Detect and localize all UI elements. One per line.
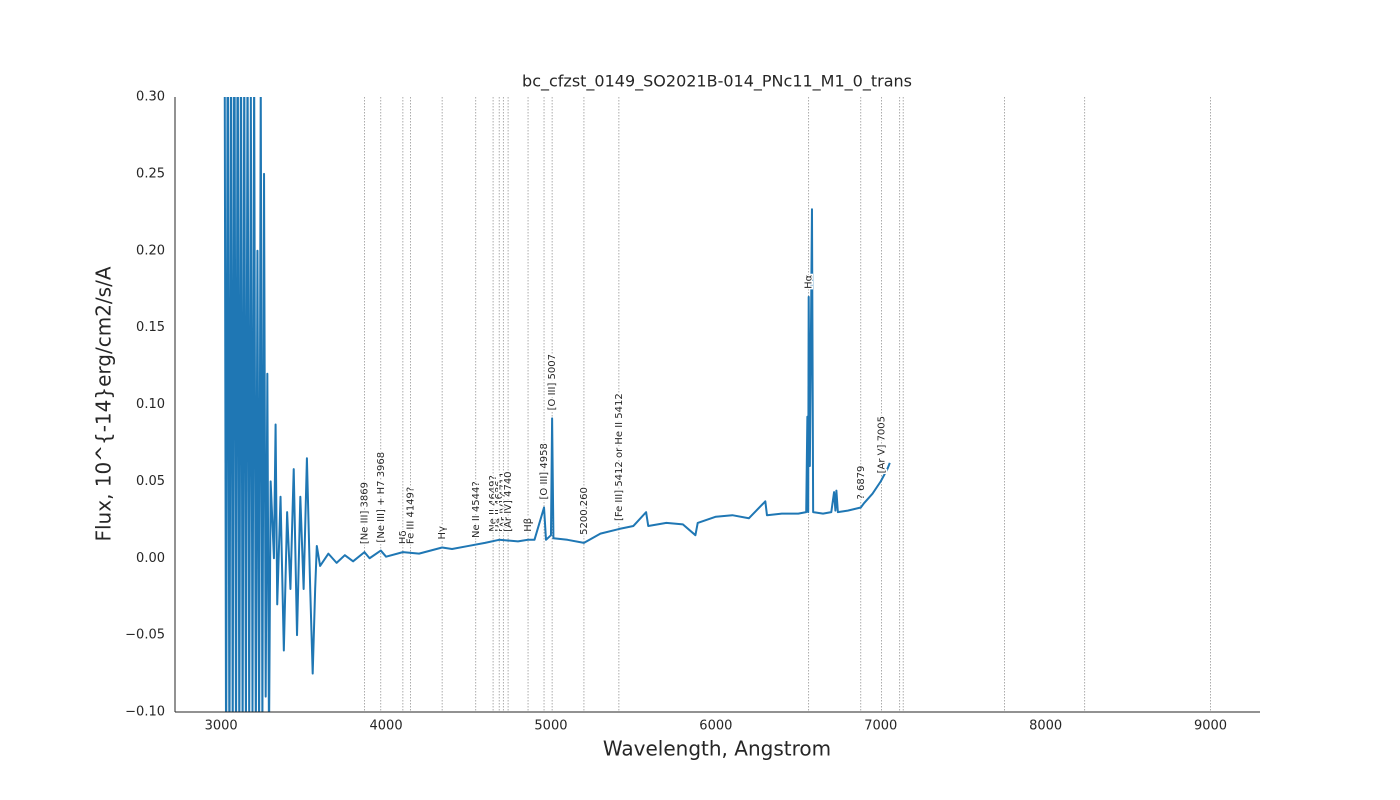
line-label: Ne II 4544? [471, 481, 482, 538]
line-label: Hα [804, 274, 815, 289]
y-tick-label: −0.10 [125, 705, 165, 720]
line-label: [O III] 4958 [539, 443, 550, 499]
line-label: Fe III 4149? [406, 487, 417, 544]
y-axis-label: Flux, 10^{-14}erg/cm2/s/A [92, 266, 116, 541]
y-tick-label: 0.20 [136, 243, 165, 258]
line-label: [Ar IV] 4711 [498, 471, 509, 531]
line-label: [Ne III] 3869 [359, 482, 370, 544]
plot-area [223, 97, 891, 712]
line-label: Hβ [523, 518, 534, 532]
line-label: ? 6879 [856, 466, 867, 500]
line-label: Hδ [398, 530, 409, 544]
chart-title: bc_cfzst_0149_SO2021B-014_PNc11_M1_0_tra… [522, 72, 912, 92]
y-tick-label: 0.30 [136, 90, 165, 105]
y-tick-label: −0.05 [125, 628, 165, 643]
line-label: Ne II 4649? [488, 475, 499, 532]
line-label: [O III] 5007 [547, 354, 558, 410]
y-tick-label: 0.05 [136, 474, 165, 489]
line-label: He II 4686 [494, 480, 505, 531]
line-label: Hγ [437, 526, 448, 540]
x-tick-label: 9000 [1194, 719, 1227, 734]
x-tick-label: 5000 [534, 719, 567, 734]
spectrum-line [223, 97, 891, 712]
y-tick-label: 0.10 [136, 397, 165, 412]
x-tick-label: 8000 [1029, 719, 1062, 734]
line-label: [Ar IV] 4740 [503, 471, 514, 531]
x-tick-label: 4000 [370, 719, 403, 734]
line-label: [Fe III] 5412 or He II 5412 [614, 393, 625, 521]
x-tick-label: 3000 [205, 719, 238, 734]
line-label: [Ar V] 7005 [877, 416, 888, 473]
line-label: [Ne III] + H7 3968 [376, 452, 387, 543]
y-tick-label: 0.00 [136, 551, 165, 566]
reference-lines [364, 97, 1211, 712]
y-tick-label: 0.25 [136, 166, 165, 181]
x-tick-label: 7000 [864, 719, 897, 734]
x-axis-label: Wavelength, Angstrom [603, 737, 831, 761]
x-tick-label: 6000 [699, 719, 732, 734]
line-label: 5200.260 [579, 487, 590, 535]
y-tick-label: 0.15 [136, 320, 165, 335]
